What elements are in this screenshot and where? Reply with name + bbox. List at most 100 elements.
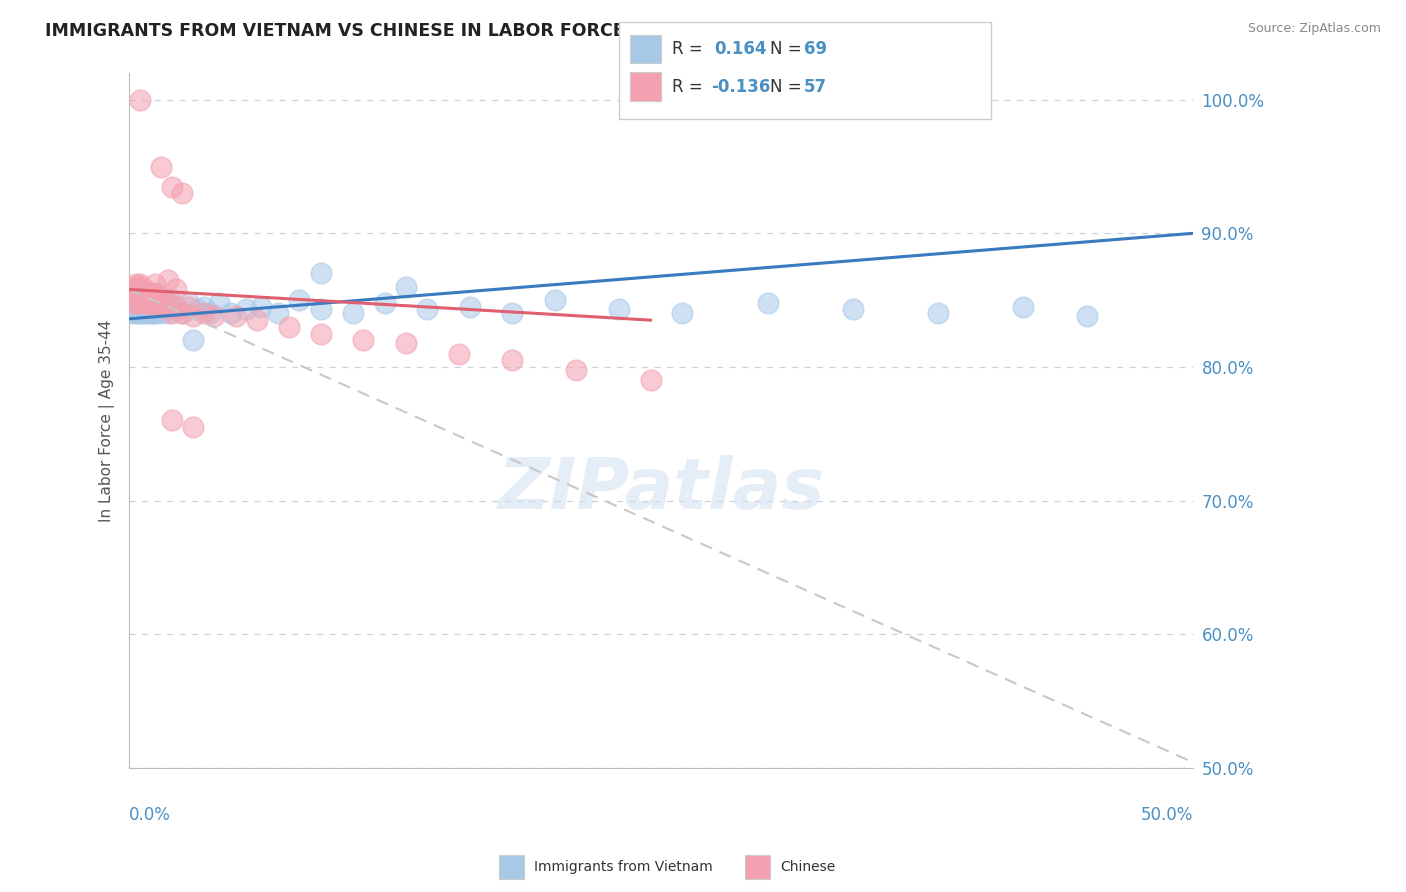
Point — [122, 295, 145, 310]
Point — [128, 295, 150, 310]
Point — [416, 302, 439, 317]
Point — [198, 306, 221, 320]
Point — [150, 160, 173, 174]
Text: 0.0%: 0.0% — [129, 805, 172, 824]
Point — [122, 279, 145, 293]
Text: -0.136: -0.136 — [711, 78, 770, 95]
Point — [181, 309, 204, 323]
Point — [135, 286, 157, 301]
Point — [544, 293, 567, 307]
Point — [221, 306, 243, 320]
Text: Immigrants from Vietnam: Immigrants from Vietnam — [534, 860, 713, 874]
Point — [134, 286, 156, 301]
Point — [127, 290, 149, 304]
Point — [172, 306, 194, 320]
Point — [128, 93, 150, 107]
Point — [374, 295, 396, 310]
Point — [139, 300, 162, 314]
Text: Source: ZipAtlas.com: Source: ZipAtlas.com — [1247, 22, 1381, 36]
Point — [160, 302, 183, 317]
Point — [142, 295, 165, 310]
Point — [138, 295, 160, 310]
Point — [134, 306, 156, 320]
Point — [135, 303, 157, 318]
Text: R =: R = — [672, 40, 713, 58]
Point — [143, 277, 166, 291]
Point — [143, 286, 166, 301]
Point — [165, 300, 187, 314]
Point — [745, 93, 768, 107]
Point — [165, 282, 187, 296]
Text: Chinese: Chinese — [780, 860, 835, 874]
Point — [160, 179, 183, 194]
Point — [139, 290, 162, 304]
Point — [131, 293, 153, 307]
Point — [565, 362, 588, 376]
Text: 57: 57 — [804, 78, 827, 95]
Text: 50.0%: 50.0% — [1140, 805, 1194, 824]
Point — [309, 326, 332, 341]
Point — [146, 303, 169, 318]
Point — [122, 300, 145, 314]
Point — [288, 293, 311, 307]
Point — [142, 306, 165, 320]
Point — [927, 306, 949, 320]
Point — [138, 295, 160, 310]
Text: R =: R = — [672, 78, 709, 95]
Point — [250, 300, 273, 314]
Point — [155, 295, 177, 310]
Point — [124, 295, 146, 310]
Point — [172, 186, 194, 201]
Point — [127, 306, 149, 320]
Point — [135, 295, 157, 310]
Point — [714, 93, 737, 107]
Point — [128, 277, 150, 291]
Point — [128, 286, 150, 301]
Point — [165, 300, 187, 314]
Point — [128, 286, 150, 301]
Point — [225, 309, 247, 323]
Point — [607, 302, 630, 317]
Point — [127, 279, 149, 293]
Point — [395, 335, 418, 350]
Point — [177, 300, 200, 314]
Point — [150, 300, 173, 314]
Point — [640, 373, 662, 387]
Text: ZIPatlas: ZIPatlas — [498, 455, 825, 524]
Point — [142, 295, 165, 310]
Point — [120, 306, 142, 320]
Point — [122, 293, 145, 307]
Point — [177, 295, 200, 310]
Point — [143, 306, 166, 320]
Point — [207, 295, 229, 310]
Point — [1012, 300, 1035, 314]
Point — [160, 306, 183, 320]
Point — [342, 306, 364, 320]
Point — [124, 286, 146, 301]
Point — [156, 306, 179, 320]
Point — [128, 306, 150, 320]
Point — [152, 302, 174, 317]
Point — [134, 295, 156, 310]
Text: 69: 69 — [804, 40, 827, 58]
Point — [1076, 309, 1098, 323]
Point — [181, 333, 204, 347]
Point — [139, 286, 162, 301]
Text: N =: N = — [770, 78, 801, 95]
Point — [267, 306, 290, 320]
Point — [352, 333, 374, 347]
Text: IMMIGRANTS FROM VIETNAM VS CHINESE IN LABOR FORCE | AGE 35-44 CORRELATION CHART: IMMIGRANTS FROM VIETNAM VS CHINESE IN LA… — [45, 22, 959, 40]
Point — [127, 295, 149, 310]
Point — [501, 353, 523, 368]
Point — [148, 293, 170, 307]
Point — [131, 279, 153, 293]
Text: 0.164: 0.164 — [714, 40, 766, 58]
Point — [131, 302, 153, 317]
Point — [124, 306, 146, 320]
Point — [135, 293, 157, 307]
Point — [202, 309, 225, 323]
Point — [501, 306, 523, 320]
Point — [309, 302, 332, 317]
Point — [235, 302, 257, 317]
Point — [128, 295, 150, 310]
